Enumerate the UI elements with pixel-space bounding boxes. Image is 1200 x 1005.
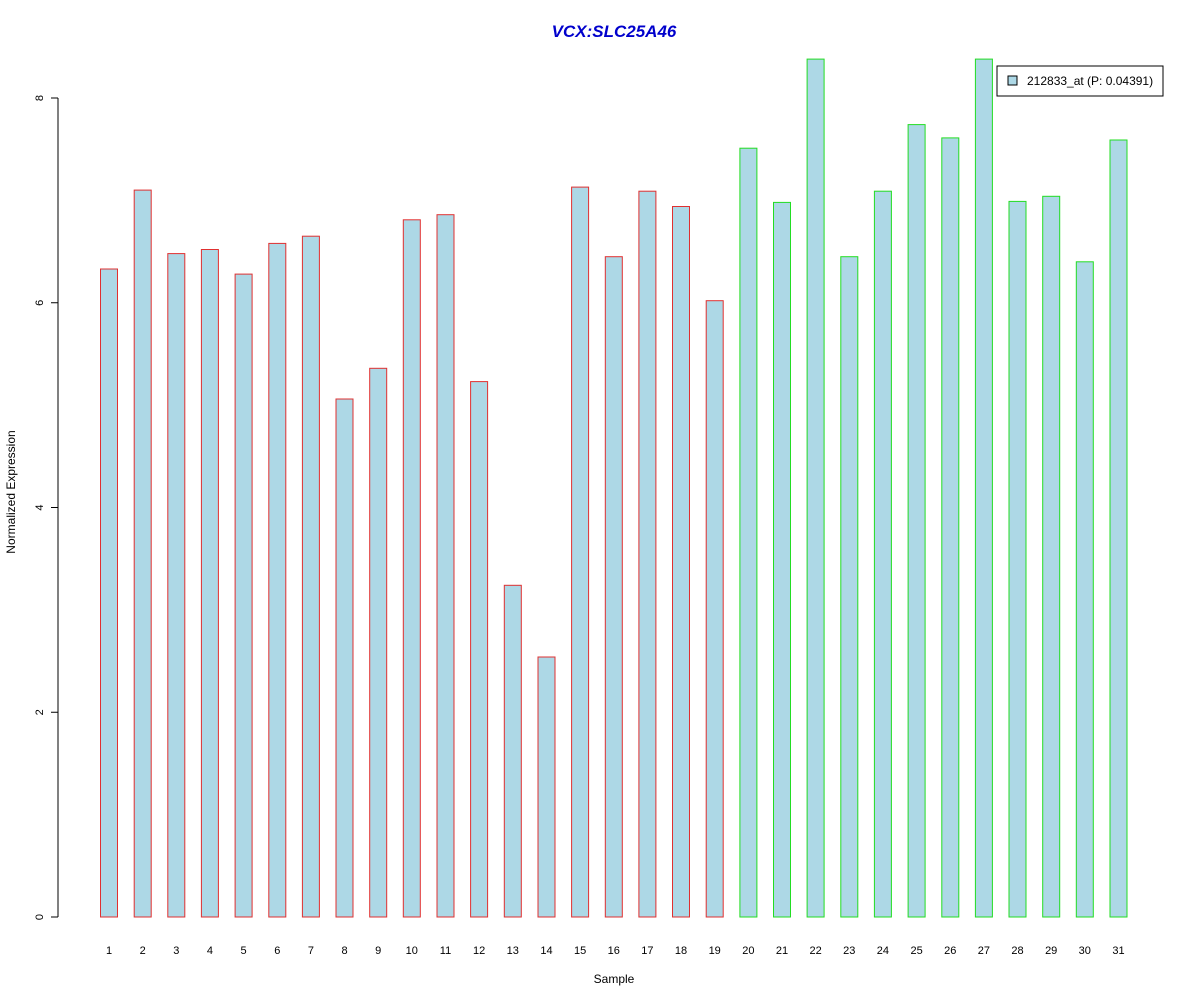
legend: 212833_at (P: 0.04391) (996, 65, 1164, 97)
x-tick-label: 24 (877, 945, 889, 957)
x-tick-label: 27 (978, 945, 990, 957)
bar-sample-31 (1109, 139, 1128, 918)
x-tick-label: 5 (241, 945, 247, 957)
bar-sample-7 (301, 235, 320, 918)
bar-sample-2 (133, 189, 152, 918)
x-tick-label: 25 (910, 945, 922, 957)
x-tick-label: 4 (207, 945, 213, 957)
chart-title: VCX:SLC25A46 (552, 22, 677, 41)
bar-sample-17 (638, 190, 657, 918)
bar-sample-30 (1075, 261, 1094, 918)
legend-box (996, 65, 1164, 97)
x-tick-label: 10 (406, 945, 418, 957)
x-tick-label: 29 (1045, 945, 1057, 957)
x-tick-label: 16 (608, 945, 620, 957)
bar-sample-23 (840, 256, 859, 918)
bar-sample-26 (941, 137, 960, 918)
y-tick-label: 8 (34, 95, 46, 101)
x-tick-label: 8 (341, 945, 347, 957)
bar-sample-28 (1008, 200, 1027, 918)
x-tick-label: 21 (776, 945, 788, 957)
y-tick-label: 6 (34, 300, 46, 306)
bar-sample-12 (470, 381, 489, 918)
bar-sample-9 (369, 367, 388, 918)
bar-sample-29 (1042, 195, 1061, 918)
legend-swatch (1007, 75, 1018, 86)
y-tick-label: 2 (34, 709, 46, 715)
bar-sample-16 (604, 256, 623, 918)
x-tick-label: 31 (1112, 945, 1124, 957)
bar-sample-18 (672, 206, 690, 918)
x-tick-label: 28 (1011, 945, 1023, 957)
x-tick-label: 1 (106, 945, 112, 957)
bar-sample-3 (167, 253, 186, 918)
x-tick-label: 19 (709, 945, 721, 957)
bar-sample-14 (537, 656, 556, 918)
bar-sample-19 (705, 300, 724, 918)
bar-sample-13 (503, 584, 522, 918)
x-tick-label: 11 (440, 945, 451, 957)
x-tick-label: 13 (507, 945, 519, 957)
x-tick-label: 17 (641, 945, 653, 957)
x-axis-label: Sample (594, 972, 635, 986)
bar-sample-11 (436, 214, 455, 918)
x-tick-label: 6 (274, 945, 280, 957)
x-tick-label: 22 (809, 945, 821, 957)
x-tick-label: 18 (675, 945, 687, 957)
x-tick-label: 9 (375, 945, 381, 957)
bar-sample-8 (335, 398, 354, 918)
bar-sample-25 (907, 124, 926, 918)
bar-sample-10 (402, 219, 421, 918)
x-tick-label: 7 (308, 945, 314, 957)
bars (100, 58, 1128, 918)
x-tick-label: 14 (540, 945, 552, 957)
x-tick-label: 23 (843, 945, 855, 957)
y-axis-label: Normalized Expression (4, 430, 18, 553)
bar-sample-15 (571, 186, 590, 918)
x-tick-label: 2 (140, 945, 146, 957)
x-tick-label: 12 (473, 945, 485, 957)
y-tick-label: 4 (34, 504, 46, 510)
legend-label: 212833_at (P: 0.04391) (1027, 74, 1153, 88)
bar-sample-20 (739, 147, 758, 918)
x-axis-tick-labels: 1 2 3 4 5 6 7 8 9 10 11 12 13 14 15 16 17 18 19 20 21 22 23 24 2… (106, 945, 1125, 957)
bar-sample-27 (974, 58, 993, 918)
y-axis-ticks: 0 2 4 6 8 (34, 95, 58, 920)
bar-sample-5 (234, 273, 253, 918)
x-tick-label: 30 (1079, 945, 1091, 957)
y-tick-label: 0 (34, 914, 46, 920)
x-tick-label: 3 (173, 945, 179, 957)
bar-sample-21 (773, 201, 791, 918)
x-tick-label: 26 (944, 945, 956, 957)
bar-sample-4 (200, 249, 219, 918)
bar-sample-1 (100, 268, 118, 918)
x-tick-label: 20 (742, 945, 754, 957)
bar-sample-22 (806, 58, 825, 918)
x-tick-label: 15 (574, 945, 586, 957)
bar-sample-24 (873, 190, 892, 918)
bar-sample-6 (268, 242, 287, 918)
